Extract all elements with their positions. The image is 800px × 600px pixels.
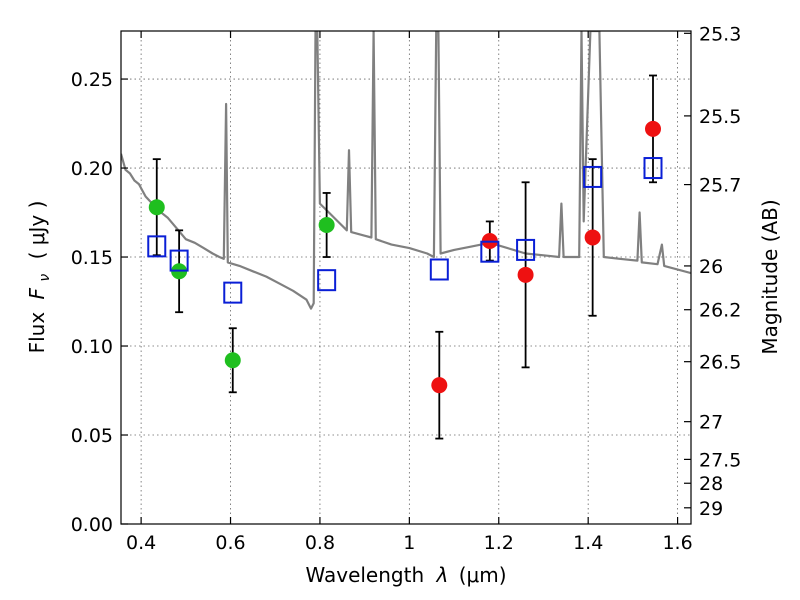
y-tick-label: 0.15 bbox=[71, 247, 113, 269]
model-photometry-square bbox=[583, 165, 603, 188]
y2-tick-label: 26.2 bbox=[699, 300, 741, 322]
y-tick-label: 0.10 bbox=[71, 336, 113, 358]
model-photometry-square bbox=[516, 238, 536, 261]
x-tick-label: 0.4 bbox=[126, 532, 156, 554]
x-tick-label: 1.2 bbox=[484, 532, 514, 554]
plot-frame bbox=[120, 30, 692, 525]
y2-tick-label: 28 bbox=[699, 473, 723, 495]
data-points-layer bbox=[147, 74, 663, 440]
x-axis-label-symbol: λ bbox=[436, 563, 449, 587]
x-tick-label: 1 bbox=[403, 532, 415, 554]
y2-tick-label: 26 bbox=[699, 256, 723, 278]
observed-red-point bbox=[645, 120, 661, 137]
y-tick-label: 0.05 bbox=[71, 425, 113, 447]
y-tick-label: 0.20 bbox=[71, 158, 113, 180]
y-axis-label-sub: ν bbox=[37, 274, 53, 282]
observed-red-point bbox=[584, 229, 601, 246]
model-photometry-square bbox=[169, 249, 189, 272]
y2-tick-label: 26.5 bbox=[699, 352, 741, 374]
y-axis-label: Flux F ν ( μJy ) bbox=[25, 201, 54, 354]
y2-axis-label: Magnitude (AB) bbox=[758, 199, 782, 354]
model-photometry-square bbox=[147, 235, 167, 258]
observed-red-point bbox=[517, 266, 534, 283]
y2-tick-label: 25.3 bbox=[699, 23, 741, 45]
model-photometry-square bbox=[429, 258, 449, 281]
x-axis-label-text: Wavelength bbox=[305, 563, 424, 587]
y2-tick-label: 29 bbox=[699, 498, 723, 520]
x-axis-label: Wavelength λ (μm) bbox=[305, 563, 506, 587]
grid-layer bbox=[121, 31, 691, 525]
model-photometry-square bbox=[223, 281, 243, 304]
observed-green-point bbox=[224, 352, 241, 369]
y-axis-label-unit: ( μJy ) bbox=[25, 201, 49, 260]
model-photometry-square bbox=[480, 240, 500, 263]
y-tick-label: 0.00 bbox=[71, 514, 113, 536]
y2-tick-label: 27.5 bbox=[699, 449, 741, 471]
observed-red-point bbox=[431, 377, 448, 394]
ticks-layer: 0.4 0.6 0.8 1 1.2 1.4 1.6 0.00 0.05 0.10 0.15 0.20 0… bbox=[71, 23, 742, 554]
model-photometry-square bbox=[317, 269, 337, 292]
x-tick-label: 1.6 bbox=[662, 532, 692, 554]
y2-tick-label: 25.7 bbox=[699, 175, 741, 197]
x-tick-label: 1.4 bbox=[573, 532, 603, 554]
model-photometry-square bbox=[643, 157, 663, 180]
y-axis-label-text: Flux bbox=[25, 312, 49, 354]
x-tick-label: 0.6 bbox=[215, 532, 245, 554]
y-tick-label: 0.25 bbox=[71, 69, 113, 91]
y2-tick-label: 25.5 bbox=[699, 106, 741, 128]
x-axis-label-unit: (μm) bbox=[459, 563, 507, 587]
observed-green-point bbox=[318, 216, 335, 233]
y2-tick-label: 27 bbox=[699, 412, 723, 434]
observed-green-point bbox=[148, 199, 165, 216]
x-tick-label: 0.8 bbox=[305, 532, 335, 554]
y-axis-label-symbol: F bbox=[25, 287, 49, 299]
model-spectrum-line bbox=[121, 31, 691, 310]
model-spectrum-layer bbox=[121, 31, 691, 310]
